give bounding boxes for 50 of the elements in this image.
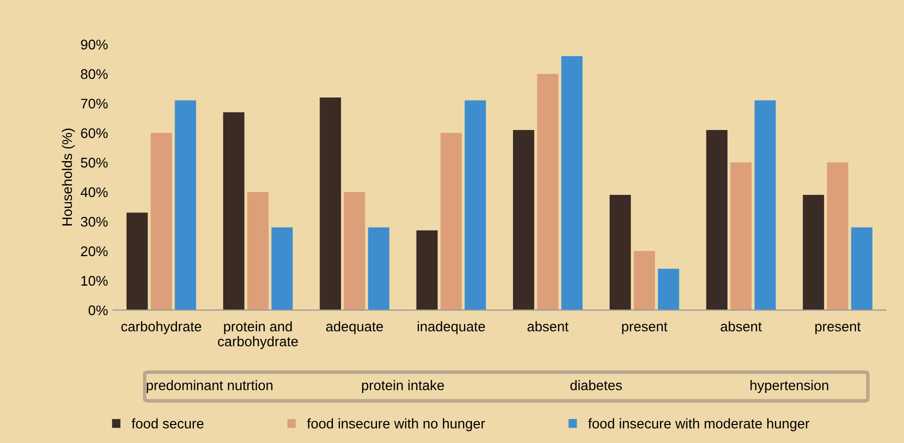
bar xyxy=(271,227,293,310)
x-tick-label: inadequate xyxy=(418,321,485,334)
bar xyxy=(754,100,776,310)
text: diabetes xyxy=(570,380,622,390)
bar xyxy=(126,212,148,310)
bar xyxy=(826,162,848,310)
bar xyxy=(537,74,558,310)
bar xyxy=(174,100,196,310)
y-tick-label: 40% xyxy=(80,187,108,198)
x-tick-label: present xyxy=(815,322,861,334)
bar xyxy=(706,130,728,310)
bar xyxy=(247,192,269,310)
bar xyxy=(610,194,631,310)
y-axis-title: Households (%) xyxy=(62,128,75,226)
legend-label: food insecure with moderate hunger xyxy=(588,418,810,432)
x-tick-label: absent xyxy=(528,321,569,332)
x-tick-label: adequate xyxy=(326,321,383,334)
bar xyxy=(320,97,342,310)
y-tick-label: 80% xyxy=(80,69,108,80)
text: predominant nutrtion xyxy=(146,380,272,393)
text: hypertension xyxy=(750,380,828,393)
bar xyxy=(730,162,752,310)
y-tick-label: 70% xyxy=(81,98,108,109)
x-tick-label: absent xyxy=(720,321,762,332)
x-tick-label: carbohydrate xyxy=(121,321,202,334)
bar xyxy=(512,130,534,310)
bar xyxy=(223,112,244,310)
text: protein intake xyxy=(362,380,444,393)
bar xyxy=(344,192,366,310)
y-tick-label: 10% xyxy=(81,276,108,286)
bar xyxy=(464,100,486,310)
y-tick-label: 30% xyxy=(80,216,108,227)
bar xyxy=(658,268,680,310)
y-tick-label: 60% xyxy=(81,128,108,138)
x-tick-label: protein and carbohydrate xyxy=(218,321,298,350)
bar xyxy=(802,194,824,310)
y-tick-label: 20% xyxy=(81,246,108,256)
y-tick-label: 0% xyxy=(88,305,108,316)
bar xyxy=(634,251,656,310)
y-tick-label: 90% xyxy=(80,40,108,50)
legend-label: food secure xyxy=(132,418,204,428)
bar xyxy=(150,132,172,310)
y-tick-label: 50% xyxy=(80,158,108,168)
bar xyxy=(416,230,438,310)
legend-label: food insecure with no hunger xyxy=(307,418,485,432)
x-tick-label: present xyxy=(622,322,668,334)
bar xyxy=(440,132,462,310)
bar xyxy=(851,227,872,310)
bar xyxy=(561,56,583,310)
bar xyxy=(368,227,390,310)
